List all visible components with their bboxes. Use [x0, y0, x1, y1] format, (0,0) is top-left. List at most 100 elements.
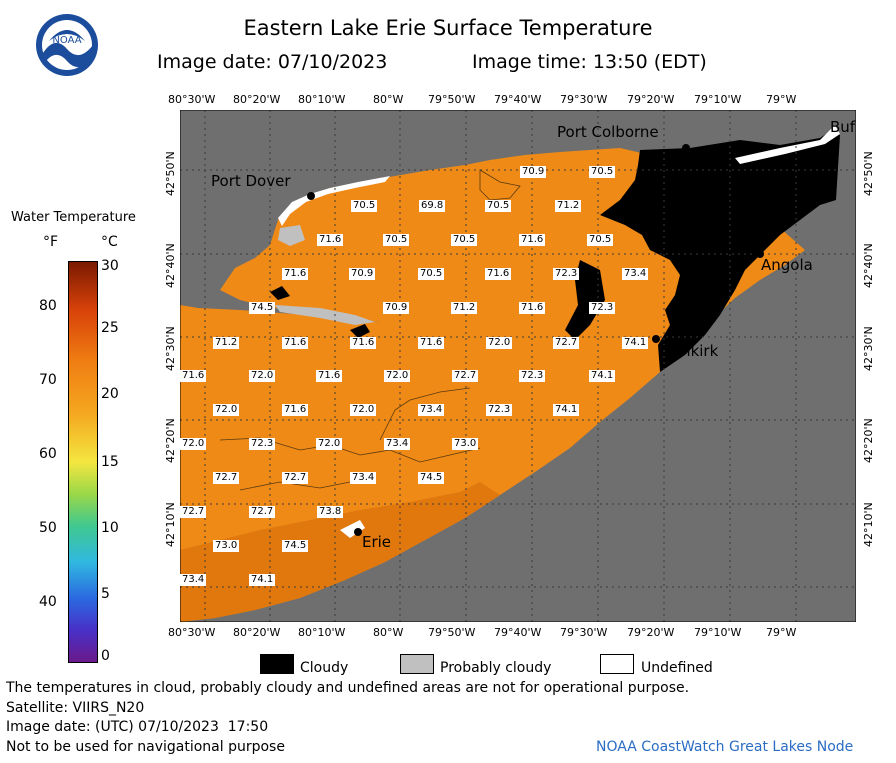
temp-label: 73.4 — [384, 438, 411, 450]
probably-cloudy-label: Probably cloudy — [440, 660, 552, 676]
lon-label: 79°40'W — [494, 626, 542, 639]
temp-label: 70.9 — [349, 268, 376, 280]
temp-label: 72.0 — [350, 404, 377, 416]
temp-label: 72.0 — [486, 337, 513, 349]
temp-label: 73.4 — [180, 574, 207, 586]
temp-label: 71.2 — [213, 337, 240, 349]
lat-label: 42°40'N — [164, 243, 177, 288]
svg-text:NOAA: NOAA — [52, 35, 81, 46]
undefined-swatch — [600, 654, 634, 674]
temp-label: 71.6 — [282, 268, 309, 280]
place-erie: Erie — [362, 533, 392, 551]
temp-label: 71.6 — [418, 337, 445, 349]
lat-label: 42°50'N — [164, 151, 177, 196]
temp-label: 74.1 — [553, 404, 580, 416]
f-tick: 80 — [39, 298, 57, 314]
f-tick: 50 — [39, 520, 57, 536]
temp-label: 71.6 — [485, 268, 512, 280]
c-tick: 0 — [101, 648, 110, 664]
temp-label: 73.0 — [213, 540, 240, 552]
f-tick: 70 — [39, 372, 57, 388]
utc-date: Image date: (UTC) 07/10/2023 17:50 — [6, 719, 269, 735]
noaa-logo: NOAA — [36, 14, 98, 76]
nav-warning: Not to be used for navigational purpose — [6, 739, 285, 755]
temp-label: 74.1 — [589, 370, 616, 382]
city-marker — [354, 528, 362, 536]
temp-label: 73.0 — [452, 438, 479, 450]
lon-label: 80°W — [373, 93, 404, 106]
city-marker — [652, 335, 660, 343]
lon-label: 80°20'W — [233, 93, 281, 106]
lat-label: 42°10'N — [862, 502, 875, 547]
legend-unit-f: °F — [43, 234, 59, 250]
temp-label: 69.8 — [419, 200, 446, 212]
legend-unit-c: °C — [101, 234, 118, 250]
lon-label: 79°50'W — [428, 626, 476, 639]
lat-label: 42°20'N — [164, 418, 177, 463]
lon-label: 80°30'W — [168, 626, 216, 639]
probably-cloudy-swatch — [400, 654, 434, 674]
cloudy-label: Cloudy — [300, 660, 349, 676]
lon-label: 80°10'W — [298, 93, 346, 106]
lon-label: 79°40'W — [494, 93, 542, 106]
city-marker — [307, 192, 315, 200]
place-angola: Angola — [761, 256, 813, 274]
cloud-patch — [270, 286, 290, 300]
city-marker — [682, 144, 690, 152]
color-scale-bar — [68, 261, 98, 663]
undefined-shore — [278, 176, 390, 226]
temp-label: 73.4 — [350, 472, 377, 484]
lon-label: 80°20'W — [233, 626, 281, 639]
temp-label: 72.3 — [486, 404, 513, 416]
temp-label: 72.0 — [180, 438, 207, 450]
lon-label: 79°50'W — [428, 93, 476, 106]
temp-label: 72.0 — [213, 404, 240, 416]
lon-label: 79°30'W — [560, 93, 608, 106]
temp-label: 71.6 — [317, 234, 344, 246]
temp-label: 72.0 — [316, 438, 343, 450]
page-title: Eastern Lake Erie Surface Temperature — [243, 16, 653, 40]
cloudy-swatch — [260, 654, 294, 674]
temp-label: 70.9 — [520, 166, 547, 178]
satellite: Satellite: VIIRS_N20 — [6, 700, 145, 716]
cloud-patch — [565, 260, 605, 340]
temp-label: 74.1 — [249, 574, 276, 586]
temp-label: 71.6 — [519, 302, 546, 314]
c-tick: 5 — [101, 586, 110, 602]
temp-label: 73.4 — [622, 268, 649, 280]
place-buffalo: Buf — [830, 118, 856, 136]
c-tick: 15 — [101, 454, 119, 470]
lat-label: 42°50'N — [862, 151, 875, 196]
temp-label: 74.1 — [622, 337, 649, 349]
place-port-colborne: Port Colborne — [557, 123, 659, 141]
isotherm — [239, 479, 361, 491]
temp-label: 72.3 — [519, 370, 546, 382]
temp-label: 71.6 — [316, 370, 343, 382]
lon-label: 79°20'W — [627, 626, 675, 639]
temp-label: 70.5 — [589, 166, 616, 178]
lon-label: 79°30'W — [560, 626, 608, 639]
temp-label: 72.0 — [249, 370, 276, 382]
temp-label: 74.5 — [282, 540, 309, 552]
temp-label: 70.5 — [418, 268, 445, 280]
c-tick: 10 — [101, 520, 119, 536]
lon-label: 79°20'W — [627, 93, 675, 106]
temp-label: 73.4 — [418, 404, 445, 416]
temp-label: 70.5 — [351, 200, 378, 212]
cloud-area — [600, 128, 840, 372]
undefined-shore — [735, 125, 840, 164]
lat-label: 42°30'N — [862, 326, 875, 371]
temp-label: 71.6 — [519, 234, 546, 246]
temp-label: 71.6 — [282, 337, 309, 349]
temp-label: 72.7 — [249, 506, 276, 518]
lon-label: 79°10'W — [694, 93, 742, 106]
legend-title: Water Temperature — [11, 210, 136, 225]
city-marker — [756, 250, 764, 258]
undefined-label: Undefined — [641, 660, 713, 676]
probably-cloudy-patch — [278, 225, 305, 246]
lon-label: 80°30'W — [168, 93, 216, 106]
lat-label: 42°10'N — [164, 502, 177, 547]
temp-label: 72.3 — [553, 268, 580, 280]
temp-label: 72.7 — [282, 472, 309, 484]
lon-label: 79°10'W — [694, 626, 742, 639]
